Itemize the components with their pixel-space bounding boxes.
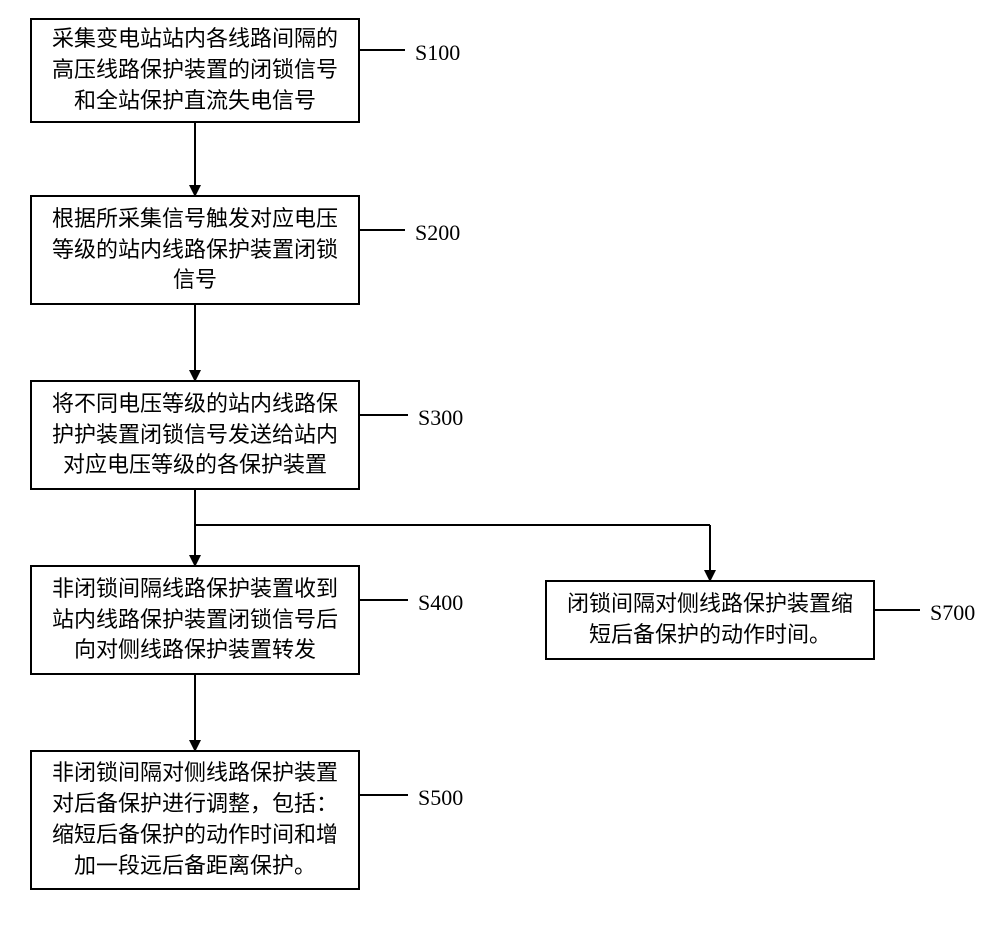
node-text: 采集变电站站内各线路间隔的高压线路保护装置的闭锁信号和全站保护直流失电信号: [42, 24, 348, 116]
node-text: 将不同电压等级的站内线路保护护装置闭锁信号发送给站内对应电压等级的各保护装置: [42, 389, 348, 481]
flow-node-s300: 将不同电压等级的站内线路保护护装置闭锁信号发送给站内对应电压等级的各保护装置: [30, 380, 360, 490]
node-label-s700: S700: [930, 600, 975, 626]
node-text: 根据所采集信号触发对应电压等级的站内线路保护装置闭锁信号: [42, 204, 348, 296]
node-text: 非闭锁间隔线路保护装置收到站内线路保护装置闭锁信号后向对侧线路保护装置转发: [42, 574, 348, 666]
node-label-s400: S400: [418, 590, 463, 616]
node-label-s200: S200: [415, 220, 460, 246]
flow-node-s200: 根据所采集信号触发对应电压等级的站内线路保护装置闭锁信号: [30, 195, 360, 305]
node-text: 闭锁间隔对侧线路保护装置缩短后备保护的动作时间。: [557, 589, 863, 651]
node-label-s100: S100: [415, 40, 460, 66]
flow-node-s100: 采集变电站站内各线路间隔的高压线路保护装置的闭锁信号和全站保护直流失电信号: [30, 18, 360, 123]
flow-node-s500: 非闭锁间隔对侧线路保护装置对后备保护进行调整，包括：缩短后备保护的动作时间和增加…: [30, 750, 360, 890]
flow-node-s400: 非闭锁间隔线路保护装置收到站内线路保护装置闭锁信号后向对侧线路保护装置转发: [30, 565, 360, 675]
flow-node-s700: 闭锁间隔对侧线路保护装置缩短后备保护的动作时间。: [545, 580, 875, 660]
node-text: 非闭锁间隔对侧线路保护装置对后备保护进行调整，包括：缩短后备保护的动作时间和增加…: [42, 758, 348, 881]
node-label-s300: S300: [418, 405, 463, 431]
node-label-s500: S500: [418, 785, 463, 811]
